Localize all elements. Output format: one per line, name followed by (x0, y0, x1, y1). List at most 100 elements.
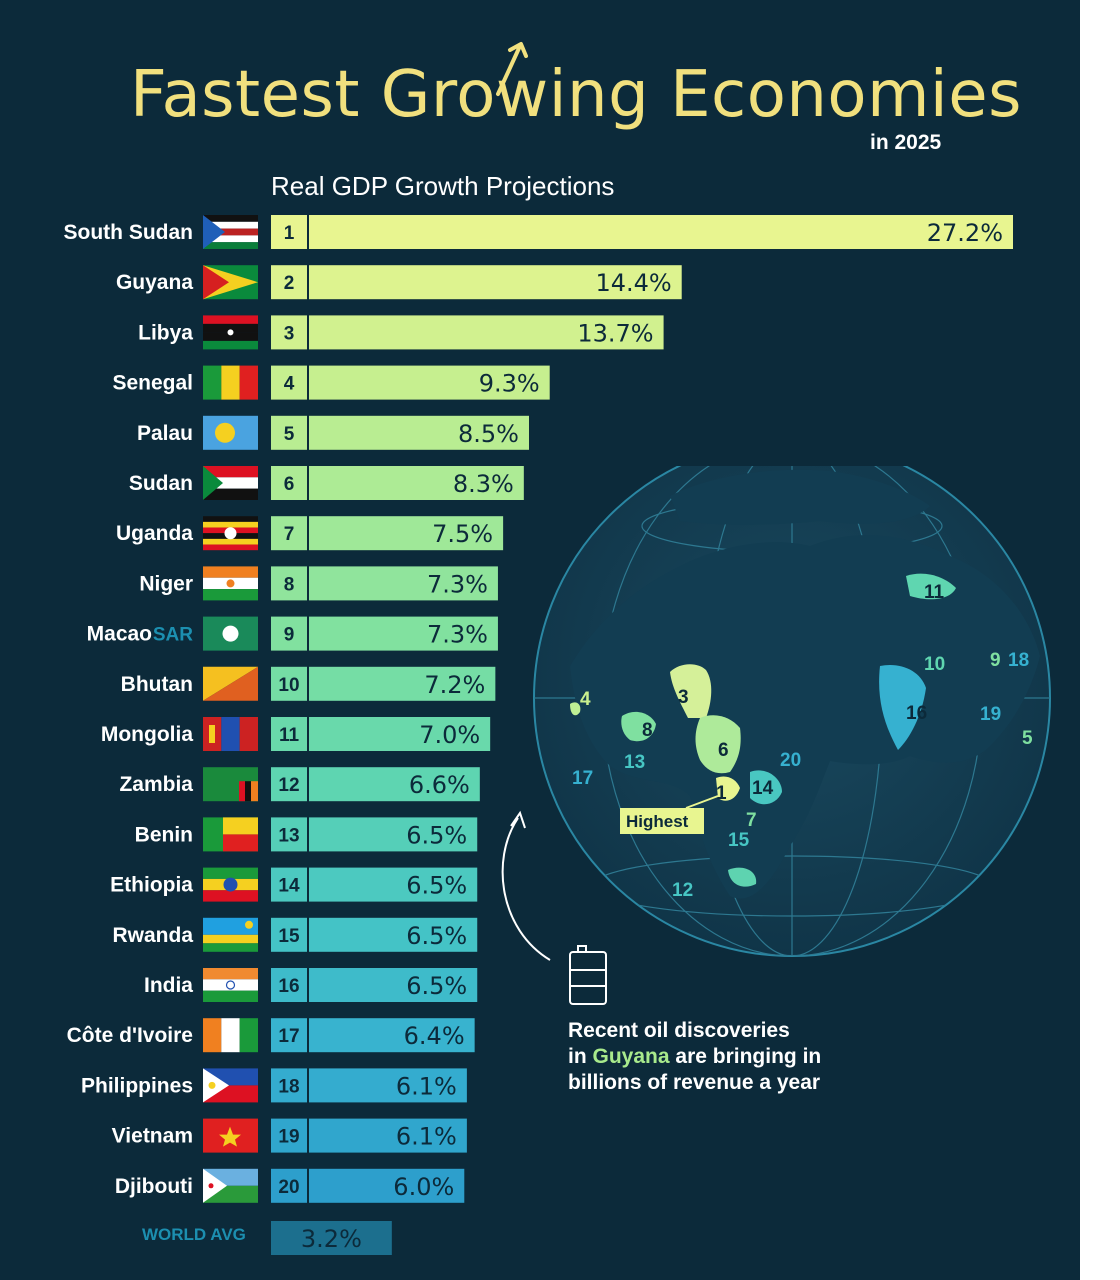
country-label: Macao (87, 623, 152, 646)
senegal-shape (570, 702, 581, 716)
rank-box (271, 817, 307, 852)
rank-label: 19 (278, 1127, 299, 1148)
country-label: Rwanda (112, 924, 193, 947)
rank-box (271, 917, 307, 952)
country-label: Libya (138, 321, 193, 344)
rank-label: 14 (278, 876, 300, 897)
bar (309, 666, 496, 701)
south-sudan-shape (716, 776, 740, 801)
value-label: 6.5% (406, 922, 467, 950)
guyana-flag-icon (203, 265, 258, 300)
value-label: 7.3% (427, 621, 488, 649)
rank-label: 4 (284, 374, 295, 395)
value-label: 6.4% (404, 1022, 465, 1050)
value-label: 13.7% (577, 319, 653, 347)
curved-arrow (501, 817, 551, 961)
niger-shape (621, 711, 656, 742)
highest-callout: Highest (620, 795, 719, 834)
bar (309, 215, 1013, 249)
bhutan-flag-icon (203, 666, 258, 701)
country-label: Bhutan (121, 673, 193, 696)
country-label: India (144, 974, 193, 997)
rank-label: 10 (278, 675, 299, 696)
rank-box (271, 1168, 307, 1203)
country-label: Zambia (119, 773, 193, 796)
map-label-9: 9 (990, 650, 1001, 671)
map-label-13: 13 (624, 752, 645, 773)
rank-label: 18 (278, 1076, 299, 1097)
bar (309, 616, 498, 651)
value-label: 7.3% (427, 570, 488, 598)
value-label: 7.5% (432, 520, 493, 548)
value-label: 6.6% (409, 771, 470, 799)
map-label-16: 16 (906, 703, 927, 724)
bar (309, 265, 682, 300)
uganda-flag-icon (203, 516, 258, 551)
page-title: Fastest Growing Economies (130, 58, 1022, 132)
note-line-1: Recent oil discoveries (568, 1019, 790, 1042)
rank-box (271, 1118, 307, 1153)
rank-box (271, 516, 307, 551)
note-line-2: in Guyana are bringing in (568, 1045, 822, 1068)
highlighted-countries (570, 573, 956, 887)
cote-divoire-flag-icon (203, 1018, 258, 1053)
map-label-17: 17 (572, 768, 593, 789)
rank-label: 13 (278, 825, 299, 846)
rank-label: 15 (278, 926, 300, 947)
rank-box (271, 415, 307, 450)
map-label-18: 18 (1008, 650, 1029, 671)
landmass (570, 469, 1040, 899)
world-avg-bar (271, 1221, 392, 1255)
guyana-highlight: Guyana (592, 1045, 670, 1068)
rank-box (271, 315, 307, 350)
value-label: 14.4% (595, 269, 671, 297)
rank-box (271, 867, 307, 902)
country-label-suffix: SAR (153, 625, 193, 646)
sudan-flag-icon (203, 466, 258, 500)
oil-barrel-icon (569, 945, 607, 1005)
bar (309, 1018, 475, 1053)
map-label-15: 15 (728, 830, 750, 851)
map-label-19: 19 (980, 704, 1001, 725)
sudan-shape (695, 715, 741, 774)
map-label-14: 14 (752, 778, 774, 799)
country-label: Niger (139, 572, 193, 595)
value-label: 8.3% (453, 470, 514, 498)
bar (309, 917, 478, 952)
bar (309, 516, 504, 551)
south-sudan-flag-icon (203, 215, 258, 249)
growth-arrow-icon (496, 42, 528, 96)
infographic-canvas: Fastest Growing Economies in 2025 Real G… (0, 0, 1080, 1280)
bar (309, 466, 524, 500)
world-globe-map: 1 2 3 4 5 6 7 8 9 10 11 12 13 14 15 16 1… (530, 466, 1051, 957)
country-label: Benin (135, 823, 193, 846)
map-label-5: 5 (1022, 728, 1033, 749)
oil-note: Recent oil discoveries in Guyana are bri… (568, 1018, 821, 1096)
macao-flag-icon (203, 616, 258, 651)
value-label: 6.1% (396, 1072, 457, 1100)
bar (309, 315, 664, 350)
value-label: 6.1% (396, 1123, 457, 1151)
rank-box (271, 265, 307, 300)
rank-box (271, 616, 307, 651)
libya-flag-icon (203, 315, 258, 350)
bar (309, 767, 480, 802)
map-label-7: 7 (746, 810, 757, 831)
rank-box (271, 767, 307, 802)
rwanda-flag-icon (203, 917, 258, 952)
india-shape (879, 664, 926, 750)
mongolia-shape (906, 573, 956, 600)
bar (309, 968, 478, 1002)
rank-label: 1 (284, 223, 295, 244)
country-label: Vietnam (112, 1125, 193, 1148)
bar-chart: South Sudan 1 27.2%Guyana 2 14.4%Libya 3 13.7%… (64, 215, 1013, 1255)
map-label-3: 3 (678, 687, 689, 708)
country-label: Palau (137, 422, 193, 445)
ethiopia-flag-icon (203, 867, 258, 902)
country-label: Guyana (116, 271, 193, 294)
djibouti-flag-icon (203, 1168, 258, 1203)
map-label-20: 20 (780, 750, 801, 771)
bar (309, 1118, 467, 1153)
value-label: 6.5% (406, 821, 467, 849)
map-label-12: 12 (672, 880, 693, 901)
